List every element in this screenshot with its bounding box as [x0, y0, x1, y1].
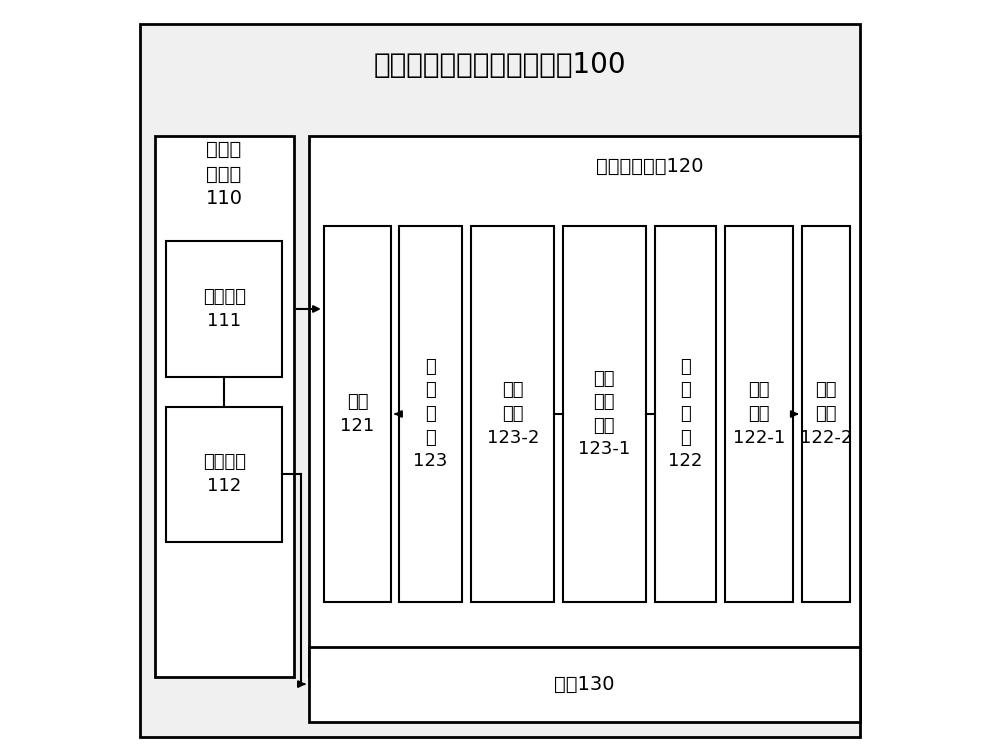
- Text: 智能装卸装置120: 智能装卸装置120: [596, 157, 704, 176]
- Bar: [166, 407, 282, 541]
- Text: 核心
控制
模块
123-1: 核心 控制 模块 123-1: [578, 370, 630, 459]
- Bar: [399, 227, 462, 602]
- Bar: [725, 227, 793, 602]
- Text: 危废暂存库全自动输送系统100: 危废暂存库全自动输送系统100: [374, 51, 626, 79]
- Text: 智能控
制系统
110: 智能控 制系统 110: [205, 139, 242, 209]
- Bar: [802, 227, 850, 602]
- Text: 定位
模块
122-2: 定位 模块 122-2: [800, 382, 852, 447]
- Text: 存储
模块
122-1: 存储 模块 122-1: [733, 382, 785, 447]
- Text: 执行
模块
123-2: 执行 模块 123-2: [487, 382, 539, 447]
- Bar: [309, 136, 860, 677]
- Bar: [155, 136, 294, 677]
- Text: 驾
驶
单
元
123: 驾 驶 单 元 123: [413, 358, 448, 470]
- Text: 储放模块
112: 储放模块 112: [203, 453, 246, 495]
- Bar: [166, 242, 282, 376]
- Text: 车身
121: 车身 121: [340, 393, 375, 434]
- Bar: [471, 227, 554, 602]
- Bar: [309, 647, 860, 721]
- Text: 装卸模块
111: 装卸模块 111: [203, 288, 246, 330]
- Text: 货架130: 货架130: [554, 675, 615, 694]
- Bar: [655, 227, 716, 602]
- Text: 数
据
单
元
122: 数 据 单 元 122: [668, 358, 702, 470]
- Bar: [324, 227, 391, 602]
- Bar: [563, 227, 646, 602]
